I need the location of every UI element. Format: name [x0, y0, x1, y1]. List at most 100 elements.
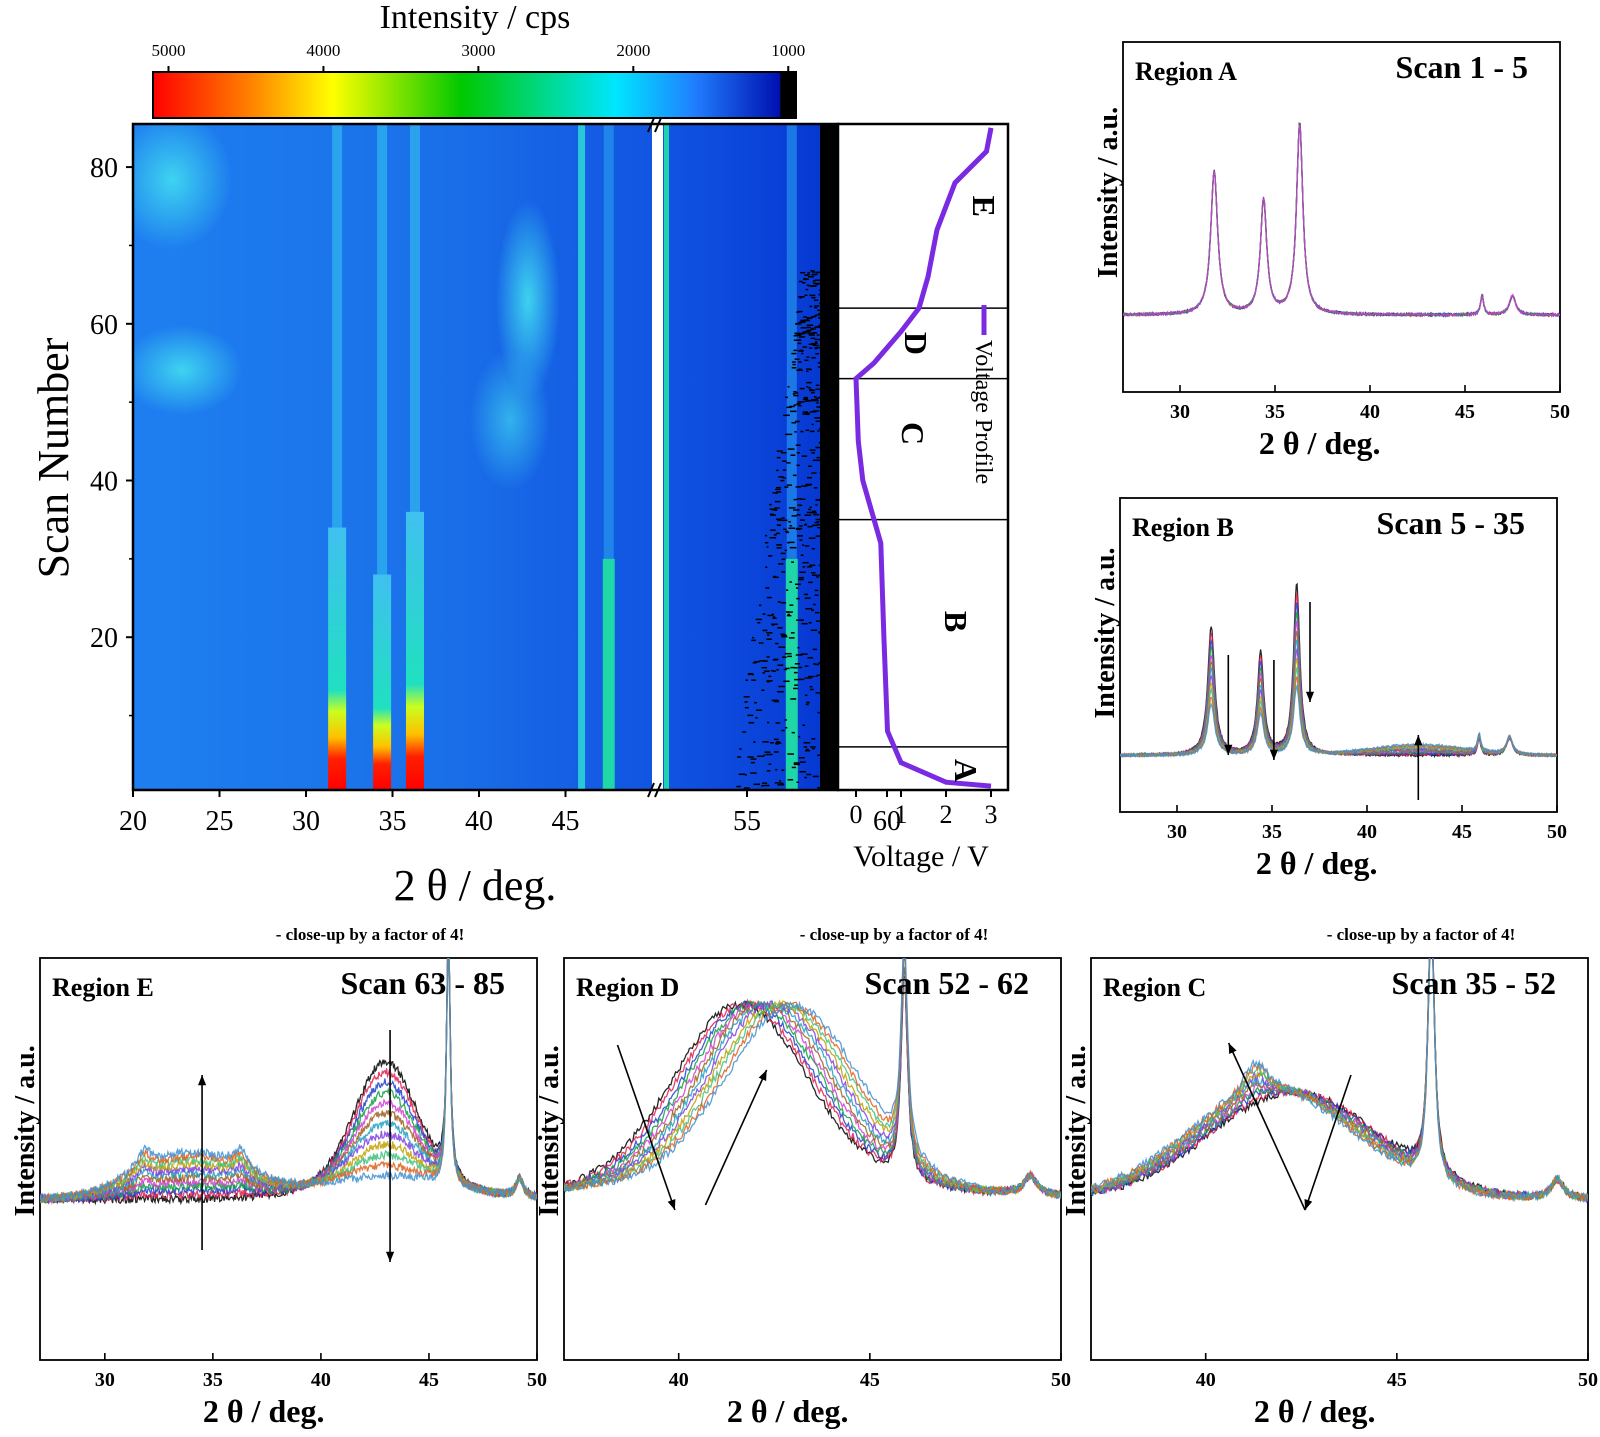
noise-speck	[744, 701, 748, 703]
noise-speck	[797, 504, 801, 506]
x-tick-label: 35	[379, 806, 407, 837]
noise-speck	[780, 782, 784, 785]
noise-speck	[763, 660, 768, 662]
noise-speck	[814, 307, 818, 309]
noise-speck	[806, 773, 812, 776]
noise-speck	[795, 528, 801, 530]
noise-speck	[796, 339, 802, 341]
noise-speck	[761, 689, 765, 692]
noise-speck	[804, 400, 810, 402]
noise-speck	[811, 285, 817, 287]
voltage-tick-label: 2	[940, 800, 953, 829]
broad-band-upper	[496, 200, 560, 400]
noise-speck	[804, 274, 809, 276]
noise-speck	[748, 721, 755, 724]
panel-x-tick-label: 45	[1455, 401, 1475, 423]
noise-speck	[775, 743, 779, 745]
noise-speck	[786, 614, 792, 617]
noise-speck	[753, 741, 756, 743]
noise-speck	[795, 587, 799, 589]
noise-speck	[806, 370, 809, 373]
noise-speck	[772, 617, 777, 619]
region-label: B	[938, 611, 974, 632]
noise-speck	[794, 431, 797, 433]
noise-speck	[775, 742, 782, 744]
noise-speck	[751, 679, 757, 681]
region-label: A	[948, 759, 984, 782]
noise-speck	[796, 464, 800, 467]
panel-x-tick-label: 40	[669, 1369, 689, 1391]
noise-speck	[802, 319, 810, 322]
panel-series-line	[1123, 124, 1560, 318]
panel-y-label: Intensity / a.u.	[534, 1045, 565, 1216]
noise-speck	[791, 421, 797, 424]
panel-x-tick-label: 45	[419, 1369, 439, 1391]
noise-speck	[798, 666, 803, 669]
noise-speck	[794, 667, 798, 669]
noise-speck	[766, 656, 770, 658]
noise-speck	[795, 392, 799, 394]
noise-speck	[812, 280, 816, 282]
noise-speck	[770, 514, 776, 516]
noise-speck	[804, 514, 812, 516]
noise-speck	[814, 305, 820, 307]
noise-speck	[812, 282, 817, 285]
noise-speck	[737, 756, 742, 758]
noise-speck	[810, 328, 816, 330]
noise-speck	[780, 479, 785, 482]
panel-frame	[1122, 41, 1561, 393]
noise-speck	[776, 669, 779, 671]
noise-speck	[786, 406, 792, 409]
noise-speck	[787, 541, 790, 544]
noise-speck	[762, 613, 766, 615]
noise-speck	[769, 741, 774, 744]
noise-speck	[765, 534, 768, 537]
noise-speck	[766, 638, 772, 640]
noise-speck	[797, 646, 800, 649]
noise-speck	[789, 604, 794, 606]
noise-speck	[761, 666, 768, 669]
noise-speck	[809, 368, 812, 371]
noise-speck	[786, 484, 792, 486]
noise-speck	[787, 655, 792, 658]
heatmap-peak-intense	[405, 511, 424, 790]
panel-curves	[1123, 121, 1560, 319]
noise-speck	[766, 546, 769, 548]
noise-speck	[809, 685, 813, 688]
trend-arrow-shaft	[616, 1044, 676, 1211]
noise-speck	[796, 619, 802, 621]
noise-speck	[744, 774, 747, 776]
panel-region-label: Region A	[1135, 57, 1237, 86]
heatmap-peak-trace	[377, 124, 388, 790]
noise-speck	[813, 513, 820, 516]
panel-x-label: 2 θ / deg.	[1256, 845, 1378, 881]
noise-speck	[758, 604, 762, 607]
panel-note: - close-up by a factor of 4!	[1327, 925, 1516, 944]
noise-speck	[816, 282, 822, 285]
noise-speck	[809, 506, 812, 508]
noise-speck	[772, 575, 777, 578]
noise-speck	[781, 635, 788, 638]
noise-speck	[811, 391, 815, 394]
noise-speck	[796, 369, 803, 372]
noise-speck	[799, 297, 802, 299]
noise-speck	[813, 299, 819, 302]
noise-speck	[756, 709, 763, 711]
noise-speck	[815, 576, 820, 578]
noise-speck	[809, 389, 816, 392]
panel-series-line	[564, 958, 1061, 1200]
noise-speck	[816, 334, 820, 336]
noise-speck	[811, 548, 815, 550]
noise-speck	[812, 775, 819, 778]
noise-speck	[795, 654, 803, 656]
panel-curves	[40, 958, 537, 1206]
noise-speck	[764, 670, 770, 672]
noise-speck	[788, 527, 796, 529]
region-panel-E: 30 35 40 45 50 Region E Scan 63 - 85 Intensity …	[10, 925, 547, 1429]
noise-speck	[816, 674, 821, 676]
noise-speck	[812, 459, 820, 462]
noise-speck	[775, 741, 781, 743]
panel-frame	[39, 957, 538, 1361]
noise-speck	[757, 621, 761, 624]
noise-speck	[804, 524, 807, 526]
